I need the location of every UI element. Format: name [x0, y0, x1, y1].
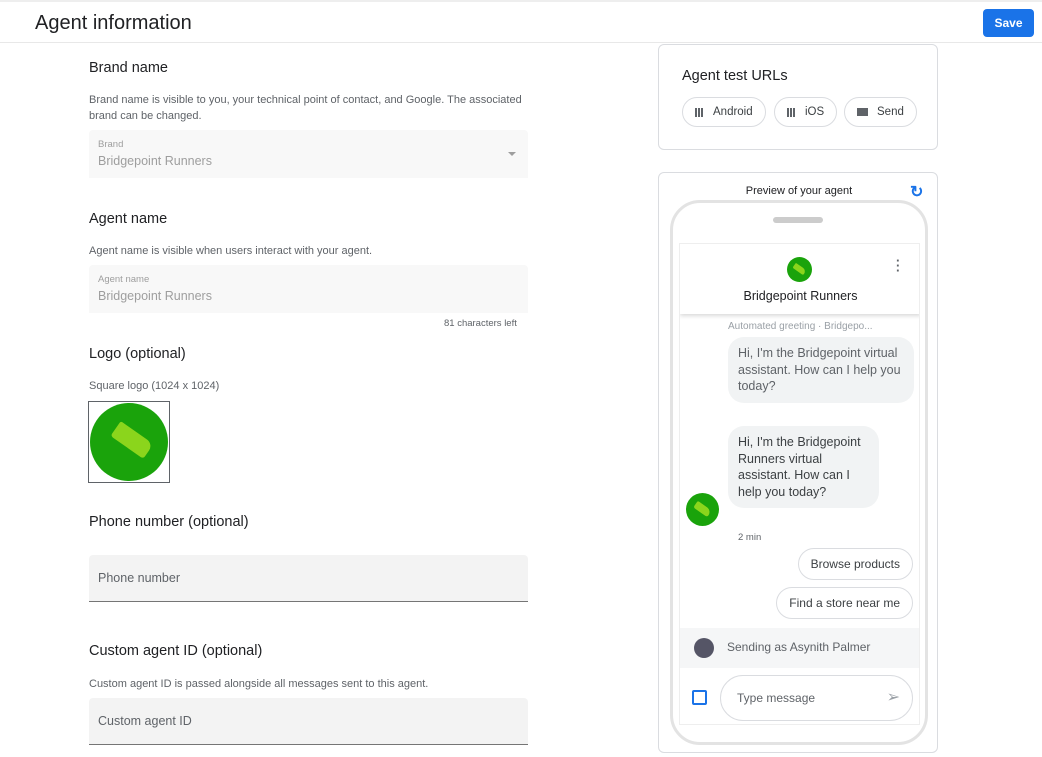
agent-message: Hi, I'm the Bridgepoint Runners virtual …	[728, 426, 879, 508]
conversation-header: Bridgepoint Runners · · ·	[680, 244, 919, 314]
phone-number-input[interactable]: Phone number	[89, 555, 528, 602]
sending-as-bar: Sending as Asynith Palmer	[680, 628, 919, 668]
user-avatar	[694, 638, 714, 658]
agent-name-heading: Agent name	[89, 211, 168, 227]
logo-heading: Logo (optional)	[89, 346, 186, 362]
refresh-icon[interactable]: ↻	[910, 184, 924, 201]
test-urls-heading: Agent test URLs	[682, 68, 788, 84]
phone-placeholder: Phone number	[98, 571, 181, 585]
logo-upload[interactable]	[88, 401, 170, 483]
phone-speaker	[773, 217, 823, 223]
phone-heading: Phone number (optional)	[89, 514, 249, 530]
greeting-label: Automated greeting · Bridgepo...	[728, 321, 873, 332]
brand-value: Bridgepoint Runners	[98, 154, 212, 168]
agent-avatar	[787, 257, 812, 282]
agent-name-input[interactable]: Agent name Bridgepoint Runners	[89, 265, 528, 313]
qr-code-icon	[787, 107, 796, 117]
send-button[interactable]: Send	[844, 97, 917, 127]
custom-id-heading: Custom agent ID (optional)	[89, 643, 263, 659]
mail-icon	[857, 108, 868, 116]
agent-name-value: Bridgepoint Runners	[98, 289, 212, 303]
shoe-logo-icon	[90, 403, 168, 481]
message-input[interactable]: Type message ➢	[720, 675, 913, 721]
agent-name-header: Bridgepoint Runners	[743, 289, 858, 303]
brand-label: Brand	[98, 139, 124, 150]
custom-id-placeholder: Custom agent ID	[98, 714, 192, 728]
suggestion-find-store[interactable]: Find a store near me	[776, 587, 913, 619]
send-icon[interactable]: ➢	[886, 689, 900, 706]
preview-title: Preview of your agent	[745, 185, 853, 197]
qr-code-icon	[695, 107, 704, 117]
greeting-message: Hi, I'm the Bridgepoint virtual assistan…	[728, 337, 914, 403]
custom-id-description: Custom agent ID is passed alongside all …	[89, 678, 429, 690]
conversation-screen: Bridgepoint Runners · · · Automated greeti…	[679, 243, 920, 725]
more-options-icon[interactable]: · · ·	[896, 253, 901, 278]
android-button[interactable]: Android	[682, 97, 766, 127]
top-bar: Agent information Save	[0, 0, 1042, 43]
agent-name-label: Agent name	[98, 274, 150, 285]
send-label: Send	[877, 106, 904, 118]
agent-name-description: Agent name is visible when users interac…	[89, 245, 373, 257]
brand-select[interactable]: Brand Bridgepoint Runners	[89, 130, 528, 178]
agent-test-urls-card: Agent test URLs Android iOS Send	[658, 44, 938, 150]
phone-preview: Bridgepoint Runners · · · Automated greeti…	[670, 200, 928, 745]
brand-heading: Brand name	[89, 60, 168, 76]
message-timestamp: 2 min	[738, 532, 762, 543]
character-counter: 81 characters left	[444, 318, 517, 329]
sending-as-text: Sending as Asynith Palmer	[727, 640, 871, 654]
android-label: Android	[713, 106, 753, 118]
ios-button[interactable]: iOS	[774, 97, 838, 127]
message-placeholder: Type message	[737, 691, 816, 705]
logo-description: Square logo (1024 x 1024)	[89, 380, 220, 392]
image-attach-icon[interactable]	[692, 690, 707, 705]
suggestion-browse-products[interactable]: Browse products	[797, 548, 913, 580]
custom-agent-id-input[interactable]: Custom agent ID	[89, 698, 528, 745]
brand-description: Brand name is visible to you, your techn…	[89, 94, 522, 122]
dropdown-arrow-icon	[508, 152, 516, 156]
agent-message-avatar	[686, 493, 719, 526]
save-button[interactable]: Save	[983, 9, 1034, 37]
page-title: Agent information	[35, 12, 192, 34]
ios-label: iOS	[805, 106, 825, 118]
